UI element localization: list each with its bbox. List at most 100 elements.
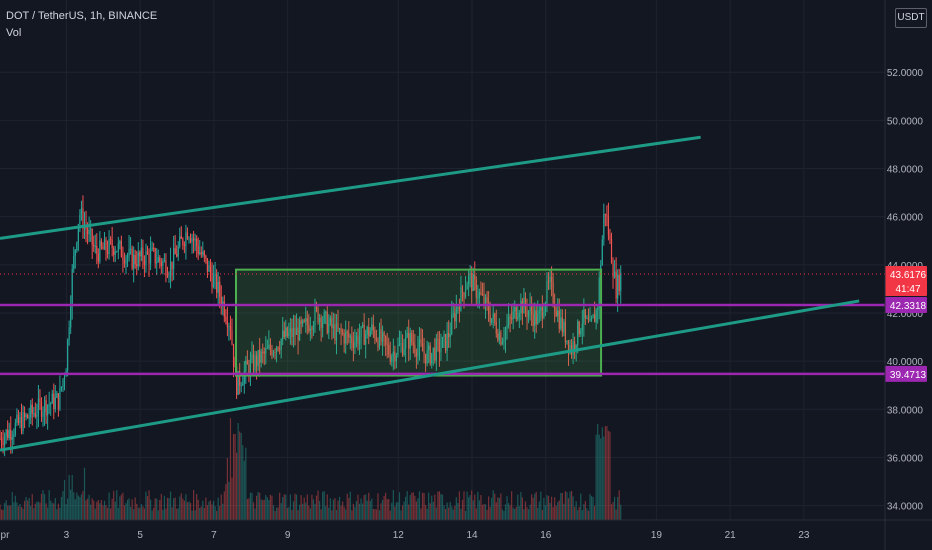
candle-body [354,341,356,348]
volume-bar [498,497,500,520]
volume-bar [541,509,543,520]
volume-bar [554,497,556,520]
volume-bar [251,492,253,520]
candle-body [561,317,563,333]
candle-body [269,344,272,351]
candle-body [70,306,72,328]
volume-bar [79,496,81,520]
candle-body [334,324,336,341]
candle-body [291,328,293,338]
candle-body [220,296,222,307]
countdown-label-bg [885,280,927,297]
volume-bar [42,490,44,520]
candle-body [197,246,199,254]
candle-body [511,318,513,320]
volume-indicator-label[interactable]: Vol [6,27,22,39]
volume-bar [25,497,27,520]
candle-body [464,289,467,297]
volume-bar [189,502,192,520]
volume-bar [142,506,144,520]
volume-bar [114,501,116,520]
candle-body [243,371,245,384]
candle-body [543,312,545,318]
candle-body [418,339,421,348]
candle-body [380,329,382,342]
candle-body [79,214,81,225]
candle-body [206,258,209,272]
volume-bar [495,502,497,520]
volume-bar [323,491,325,520]
candle-body [494,313,496,322]
candle-body [56,393,58,398]
volume-bar [557,502,559,520]
volume-bar [426,508,428,520]
volume-bar [357,494,359,520]
candle-body [82,208,84,230]
volume-bar [523,509,525,520]
candle-body [318,317,321,323]
candle-body [409,333,411,349]
volume-bar [275,507,278,520]
volume-bar [388,499,390,520]
volume-bar [534,493,536,520]
volume-bar [219,506,221,520]
candle-body [199,252,201,254]
candle-body [503,339,505,343]
currency-button[interactable]: USDT [895,8,927,28]
candle-body [480,292,482,294]
candle-body [176,254,178,257]
volume-bar [570,490,573,520]
candle-body [149,249,152,264]
volume-bar [431,495,433,520]
volume-bar [600,438,602,520]
candle-body [504,329,507,340]
candle-body [71,268,73,307]
volume-bar [166,497,169,520]
candle-body [451,314,453,334]
volume-bar [560,492,562,520]
volume-bar [338,496,341,520]
candle-body [51,393,53,404]
candle-body [457,307,459,309]
candle-body [63,376,66,380]
candle-body [22,412,24,431]
volume-bar [500,493,502,520]
candle-body [5,430,7,437]
volume-bar [587,510,590,520]
volume-bar [352,503,354,520]
candle-body [8,429,10,439]
volume-bar [260,499,262,520]
volume-bar [494,493,496,520]
candle-body [554,303,556,311]
volume-bar [160,493,162,520]
candle-body [378,329,381,348]
candle-body [188,238,190,240]
volume-bar [180,493,182,520]
candle-body [257,349,259,367]
candle-body [0,438,1,440]
candle-body [613,271,616,278]
candle-body [33,413,35,415]
volume-bar [108,492,110,520]
candle-body [262,351,264,353]
candle-body [546,281,548,304]
volume-bar [312,499,315,520]
candle-body [580,330,582,335]
candle-body [123,260,126,264]
volume-bar [550,496,553,520]
volume-bar [19,504,21,520]
candle-body [103,239,106,250]
volume-bar [598,434,600,520]
price-axis[interactable]: 34.000036.000038.000040.000042.000044.00… [885,0,932,550]
volume-bar [243,460,245,520]
volume-bar [103,500,106,520]
volume-bar [222,503,224,520]
candle-body [50,403,52,405]
volume-bar [601,427,603,520]
volume-bar [464,510,467,520]
candle-body [283,330,285,337]
time-axis-bg [0,520,932,550]
volume-bar [76,492,78,520]
